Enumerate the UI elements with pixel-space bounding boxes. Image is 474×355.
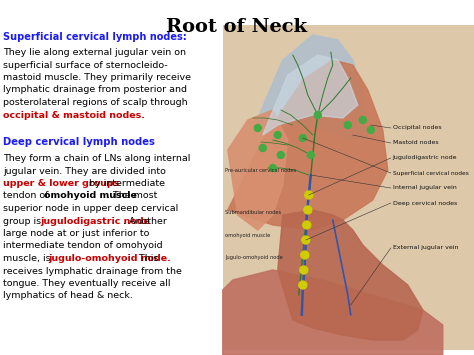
Text: Jugulodigastric node: Jugulodigastric node (393, 155, 457, 160)
Circle shape (302, 236, 310, 244)
Text: Submandibular nodes: Submandibular nodes (225, 211, 281, 215)
Text: omohyoid muscle: omohyoid muscle (45, 191, 137, 201)
Text: by intermediate: by intermediate (86, 179, 165, 188)
Text: Occipital nodes: Occipital nodes (393, 126, 441, 131)
Circle shape (314, 111, 321, 119)
Text: jugular vein. They are divided into: jugular vein. They are divided into (3, 166, 166, 175)
Circle shape (277, 152, 284, 158)
Circle shape (299, 135, 306, 142)
Text: receives lymphatic drainage from the: receives lymphatic drainage from the (3, 267, 182, 275)
Text: omohyoid muscle: omohyoid muscle (225, 233, 270, 237)
Circle shape (305, 191, 313, 199)
Text: Superficial cervical lymph nodes:: Superficial cervical lymph nodes: (3, 32, 187, 42)
Circle shape (301, 251, 309, 259)
Text: mastoid muscle. They primarily receive: mastoid muscle. They primarily receive (3, 73, 191, 82)
Text: tongue. They eventually receive all: tongue. They eventually receive all (3, 279, 171, 288)
Text: large node at or just inferior to: large node at or just inferior to (3, 229, 149, 238)
Text: Jugulo-omohyoid node: Jugulo-omohyoid node (225, 256, 283, 261)
Polygon shape (253, 35, 368, 140)
Circle shape (269, 164, 276, 171)
Polygon shape (278, 210, 423, 340)
Text: . The most: . The most (107, 191, 157, 201)
Text: superficial surface of sternocleido-: superficial surface of sternocleido- (3, 60, 168, 70)
Polygon shape (223, 270, 443, 355)
Circle shape (367, 126, 374, 133)
Text: Superficial cervical nodes: Superficial cervical nodes (393, 170, 469, 175)
Text: Deep cervical lymph nodes: Deep cervical lymph nodes (3, 137, 155, 147)
Text: superior node in upper deep cervical: superior node in upper deep cervical (3, 204, 178, 213)
Text: Mastoid nodes: Mastoid nodes (393, 141, 438, 146)
Text: External jugular vein: External jugular vein (393, 246, 458, 251)
Text: intermediate tendon of omohyoid: intermediate tendon of omohyoid (3, 241, 163, 251)
Text: Root of Neck: Root of Neck (166, 18, 308, 36)
Text: Internal jugular vein: Internal jugular vein (393, 186, 456, 191)
Text: occipital & mastoid nodes.: occipital & mastoid nodes. (3, 110, 145, 120)
Circle shape (344, 121, 351, 129)
Text: tendon of: tendon of (3, 191, 52, 201)
Polygon shape (228, 60, 388, 230)
Polygon shape (228, 110, 288, 230)
Text: jugulodigastric node: jugulodigastric node (40, 217, 150, 225)
Circle shape (300, 266, 308, 274)
FancyBboxPatch shape (223, 25, 474, 350)
Text: Pre-auricular cervical nodes: Pre-auricular cervical nodes (225, 168, 296, 173)
Text: muscle, is: muscle, is (3, 254, 54, 263)
Circle shape (307, 152, 314, 158)
Text: . Another: . Another (123, 217, 167, 225)
Polygon shape (263, 55, 358, 135)
Circle shape (359, 116, 366, 124)
Circle shape (299, 281, 307, 289)
Text: jugulo-omohyoid node.: jugulo-omohyoid node. (49, 254, 172, 263)
Circle shape (259, 144, 266, 152)
Circle shape (254, 125, 261, 131)
Circle shape (303, 221, 311, 229)
Text: They lie along external jugular vein on: They lie along external jugular vein on (3, 48, 186, 57)
Circle shape (274, 131, 281, 138)
Text: lymphatics of head & neck.: lymphatics of head & neck. (3, 291, 133, 300)
Text: This: This (136, 254, 158, 263)
Text: posterolateral regions of scalp through: posterolateral regions of scalp through (3, 98, 188, 107)
Text: Deep cervical nodes: Deep cervical nodes (393, 201, 457, 206)
Text: upper & lower groups: upper & lower groups (3, 179, 119, 188)
Text: group is: group is (3, 217, 44, 225)
Circle shape (304, 206, 312, 214)
Text: lymphatic drainage from posterior and: lymphatic drainage from posterior and (3, 86, 187, 94)
Text: They form a chain of LNs along internal: They form a chain of LNs along internal (3, 154, 191, 163)
